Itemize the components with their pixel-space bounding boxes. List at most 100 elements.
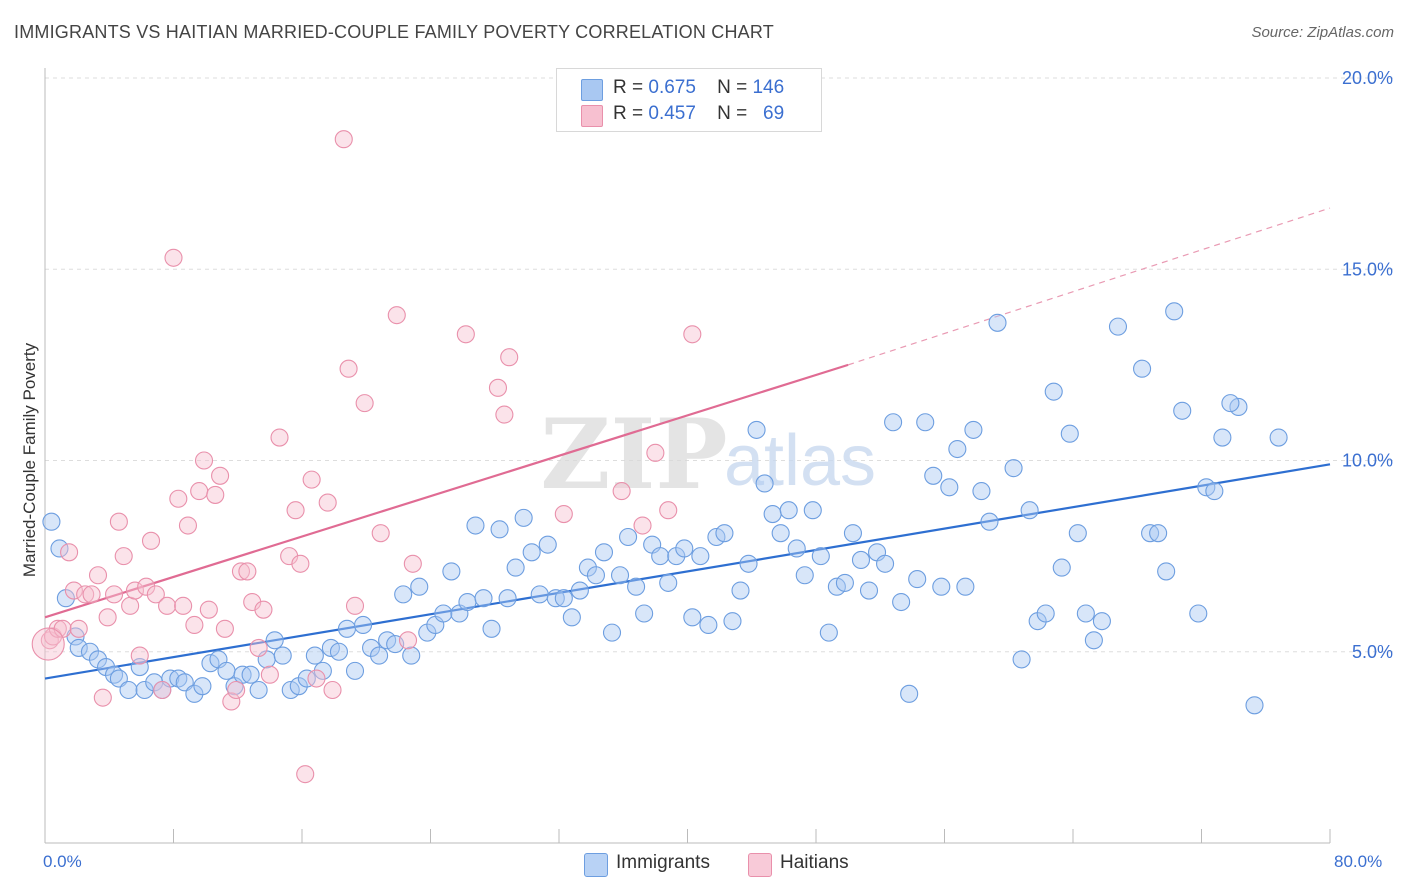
immigrants-point <box>434 604 453 623</box>
immigrants-point <box>916 413 935 432</box>
immigrants-point <box>699 615 718 635</box>
haitians-point <box>60 543 79 562</box>
haitians-point <box>199 600 218 619</box>
immigrants-point <box>940 478 959 497</box>
y-tick-label: 5.0% <box>1352 642 1393 662</box>
legend-swatch-haitians <box>748 853 772 877</box>
immigrants-point <box>819 623 838 642</box>
immigrants-point <box>763 504 782 524</box>
haitians-point <box>646 443 665 462</box>
haitians-point <box>307 669 326 688</box>
axes <box>44 68 1331 844</box>
x-tick-label-max: 80.0% <box>1334 852 1383 871</box>
x-tick-label-min: 0.0% <box>43 852 82 871</box>
immigrants-point <box>1108 317 1128 336</box>
immigrants-point <box>466 516 485 535</box>
legend-label-immigrants: Immigrants <box>616 852 710 873</box>
immigrants-point <box>988 313 1007 332</box>
immigrants-point <box>843 524 862 543</box>
immigrants-point <box>755 474 774 493</box>
haitians-point <box>254 600 273 619</box>
immigrants-point <box>602 623 622 642</box>
immigrants-point <box>586 566 605 585</box>
immigrants-point <box>329 642 348 661</box>
haitians-point <box>130 646 149 665</box>
immigrants-point <box>1173 401 1192 420</box>
immigrants-point <box>353 615 373 635</box>
haitians-point <box>146 585 165 604</box>
haitians-point <box>194 451 214 470</box>
immigrants-point <box>892 592 911 612</box>
haitians-point <box>323 680 342 700</box>
immigrants-point <box>932 577 951 596</box>
y-tick-label: 20.0% <box>1342 68 1393 88</box>
haitians-point <box>286 501 305 520</box>
immigrants-point <box>771 524 790 543</box>
immigrants-point <box>522 543 541 562</box>
legend-r-value-immigrants: 0.675 <box>648 77 696 98</box>
immigrants-point <box>530 585 549 604</box>
correlation-legend: R = 0.675 N = 146 R = 0.457 N = 69 <box>556 68 822 132</box>
haitians-trend-line <box>44 363 849 619</box>
haitians-point <box>318 493 337 512</box>
immigrants-point <box>876 554 895 573</box>
haitians-point <box>164 248 183 267</box>
legend-n-label: N = <box>717 77 748 98</box>
haitians-point <box>371 524 390 543</box>
immigrants-point <box>249 680 268 700</box>
immigrants-point <box>562 608 581 627</box>
immigrants-point <box>908 570 927 589</box>
haitians-point <box>291 554 310 573</box>
immigrants-point <box>924 466 943 485</box>
haitians-point <box>31 627 65 661</box>
immigrants-point <box>619 527 638 547</box>
legend-label-haitians: Haitians <box>780 852 849 873</box>
haitians-point <box>500 348 519 367</box>
immigrants-point <box>1076 604 1095 623</box>
immigrants-point <box>948 439 967 459</box>
haitians-point <box>554 504 573 524</box>
haitians-point <box>169 489 188 508</box>
haitians-point <box>238 562 257 581</box>
haitians-point <box>109 512 128 531</box>
immigrants-point <box>972 482 991 501</box>
haitians-point <box>227 680 246 700</box>
legend-n-value-immigrants: 146 <box>752 77 785 98</box>
immigrants-point <box>594 543 614 562</box>
immigrants-point <box>1012 650 1031 669</box>
haitians-point <box>190 482 209 501</box>
immigrants-point <box>659 573 678 592</box>
haitians-point <box>334 130 353 149</box>
haitians-point <box>158 596 177 615</box>
haitians-point <box>260 665 279 684</box>
immigrants-point <box>1133 359 1152 378</box>
y-tick-labels: 5.0% 10.0% 15.0% 20.0% <box>1342 68 1393 662</box>
haitians-point <box>88 566 108 585</box>
data-points <box>31 130 1288 784</box>
immigrants-point <box>119 680 138 700</box>
haitians-point <box>64 581 83 600</box>
immigrants-point <box>297 669 316 688</box>
trend-lines <box>44 207 1331 680</box>
immigrants-point <box>1149 524 1168 543</box>
watermark-atlas: atlas <box>724 421 876 501</box>
watermark-zip: ZIP <box>540 398 727 511</box>
haitians-point <box>231 562 251 581</box>
haitians-point <box>456 325 475 344</box>
haitians-point <box>114 547 133 566</box>
immigrants-point <box>193 677 212 696</box>
legend-r-label: R = <box>613 103 644 124</box>
immigrants-point <box>1205 482 1224 501</box>
immigrants-point <box>42 512 61 531</box>
immigrants-point <box>811 547 830 566</box>
immigrants-point <box>217 661 236 680</box>
immigrants-point <box>1157 562 1176 581</box>
immigrants-point <box>69 638 88 657</box>
haitians-point <box>105 585 124 604</box>
immigrants-point <box>337 619 357 638</box>
immigrants-point <box>795 566 814 585</box>
immigrants-point <box>1189 604 1208 623</box>
immigrants-point <box>651 547 670 566</box>
legend-n-label: N = <box>717 103 748 124</box>
